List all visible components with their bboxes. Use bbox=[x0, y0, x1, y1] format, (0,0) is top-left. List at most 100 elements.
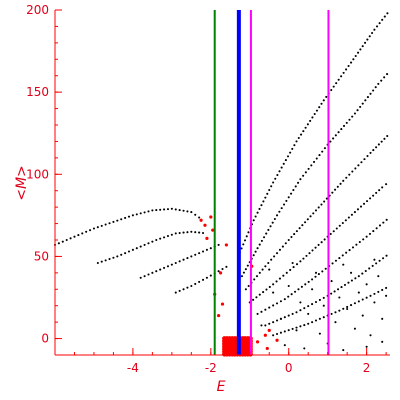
branch-point bbox=[194, 253, 197, 256]
branch-point bbox=[368, 35, 371, 38]
branch-point bbox=[321, 270, 324, 273]
branch-point bbox=[299, 309, 302, 312]
branch-point bbox=[293, 233, 296, 236]
data-point bbox=[365, 283, 368, 286]
branch-point bbox=[336, 185, 339, 188]
branch-point bbox=[278, 248, 282, 251]
branch-point bbox=[317, 273, 320, 276]
branch-point bbox=[310, 164, 313, 167]
branch-point bbox=[163, 236, 166, 239]
data-point bbox=[377, 275, 380, 278]
branch-point bbox=[182, 231, 185, 234]
data-point bbox=[369, 334, 372, 337]
branch-point bbox=[330, 89, 333, 92]
branch-point bbox=[302, 174, 305, 177]
branch-point bbox=[304, 221, 307, 224]
red-point bbox=[205, 236, 209, 240]
branch-point bbox=[318, 154, 321, 157]
data-point bbox=[373, 258, 376, 261]
branch-point bbox=[375, 146, 378, 149]
branch-point bbox=[194, 282, 197, 285]
branch-point bbox=[346, 305, 349, 308]
branch-point bbox=[92, 227, 96, 230]
branch-point bbox=[282, 203, 286, 206]
branch-point bbox=[281, 245, 284, 248]
branch-point bbox=[77, 234, 80, 237]
branch-point bbox=[307, 280, 310, 283]
branch-point bbox=[357, 275, 360, 278]
branch-point bbox=[350, 279, 353, 282]
branch-point bbox=[272, 283, 275, 286]
branch-point bbox=[362, 238, 365, 241]
branch-point bbox=[334, 311, 337, 314]
branch-point bbox=[295, 263, 299, 266]
branch-point bbox=[329, 232, 332, 236]
branch-point bbox=[294, 185, 297, 188]
branch-point bbox=[186, 257, 189, 260]
branch-point bbox=[338, 224, 341, 227]
branch-point bbox=[323, 147, 326, 150]
branch-point bbox=[314, 209, 318, 212]
branch-point bbox=[372, 230, 375, 233]
y-axis-label: <M> bbox=[14, 165, 30, 201]
branch-point bbox=[375, 25, 379, 28]
branch-point bbox=[147, 242, 150, 245]
branch-point bbox=[366, 96, 369, 99]
branch-point bbox=[375, 262, 378, 265]
branch-point bbox=[334, 134, 337, 137]
branch-point bbox=[325, 197, 328, 200]
branch-point bbox=[116, 219, 119, 222]
branch-point bbox=[186, 286, 189, 289]
branch-point bbox=[194, 213, 197, 216]
branch-point bbox=[139, 276, 142, 279]
branch-point bbox=[362, 202, 366, 205]
branch-point bbox=[201, 278, 205, 281]
branch-point bbox=[366, 38, 369, 41]
branch-point bbox=[174, 232, 177, 235]
data-point bbox=[353, 327, 356, 330]
data-point bbox=[314, 271, 318, 274]
branch-point bbox=[311, 321, 314, 324]
branch-point bbox=[290, 192, 293, 195]
branch-point bbox=[311, 249, 314, 252]
branch-point bbox=[108, 258, 111, 261]
branch-point bbox=[287, 196, 290, 199]
branch-point bbox=[282, 274, 285, 277]
branch-point bbox=[289, 151, 292, 154]
branch-point bbox=[287, 314, 290, 317]
branch-point bbox=[372, 194, 375, 197]
branch-point bbox=[354, 54, 357, 58]
data-point bbox=[291, 261, 294, 265]
branch-point bbox=[324, 267, 327, 270]
branch-point bbox=[286, 155, 290, 158]
branch-point bbox=[258, 271, 261, 274]
branch-point bbox=[254, 215, 257, 218]
branch-point bbox=[351, 246, 355, 249]
branch-point bbox=[295, 311, 298, 314]
branch-point bbox=[335, 227, 338, 230]
branch-point bbox=[258, 293, 261, 296]
branch-point bbox=[320, 102, 323, 105]
branch-point bbox=[274, 177, 277, 180]
branch-point bbox=[260, 310, 263, 313]
branch-point bbox=[307, 167, 310, 170]
chart-axes: -4 -2 0 2 0 50 100 150 200 bbox=[26, 3, 390, 375]
branch-point bbox=[347, 216, 350, 219]
branch-point bbox=[383, 137, 386, 140]
branch-point bbox=[348, 249, 351, 252]
branch-point bbox=[263, 236, 266, 239]
branch-point bbox=[260, 204, 263, 207]
branch-point bbox=[262, 200, 265, 203]
branch-point bbox=[298, 227, 301, 230]
branch-point bbox=[317, 206, 320, 209]
branch-point bbox=[340, 286, 343, 289]
branch-point bbox=[127, 250, 131, 253]
branch-point bbox=[304, 171, 307, 174]
branch-point bbox=[245, 235, 248, 238]
branch-point bbox=[279, 300, 282, 303]
data-point bbox=[342, 349, 345, 352]
branch-point bbox=[295, 140, 298, 143]
branch-point bbox=[330, 312, 333, 315]
branch-point bbox=[368, 232, 372, 235]
branch-point bbox=[268, 285, 271, 288]
